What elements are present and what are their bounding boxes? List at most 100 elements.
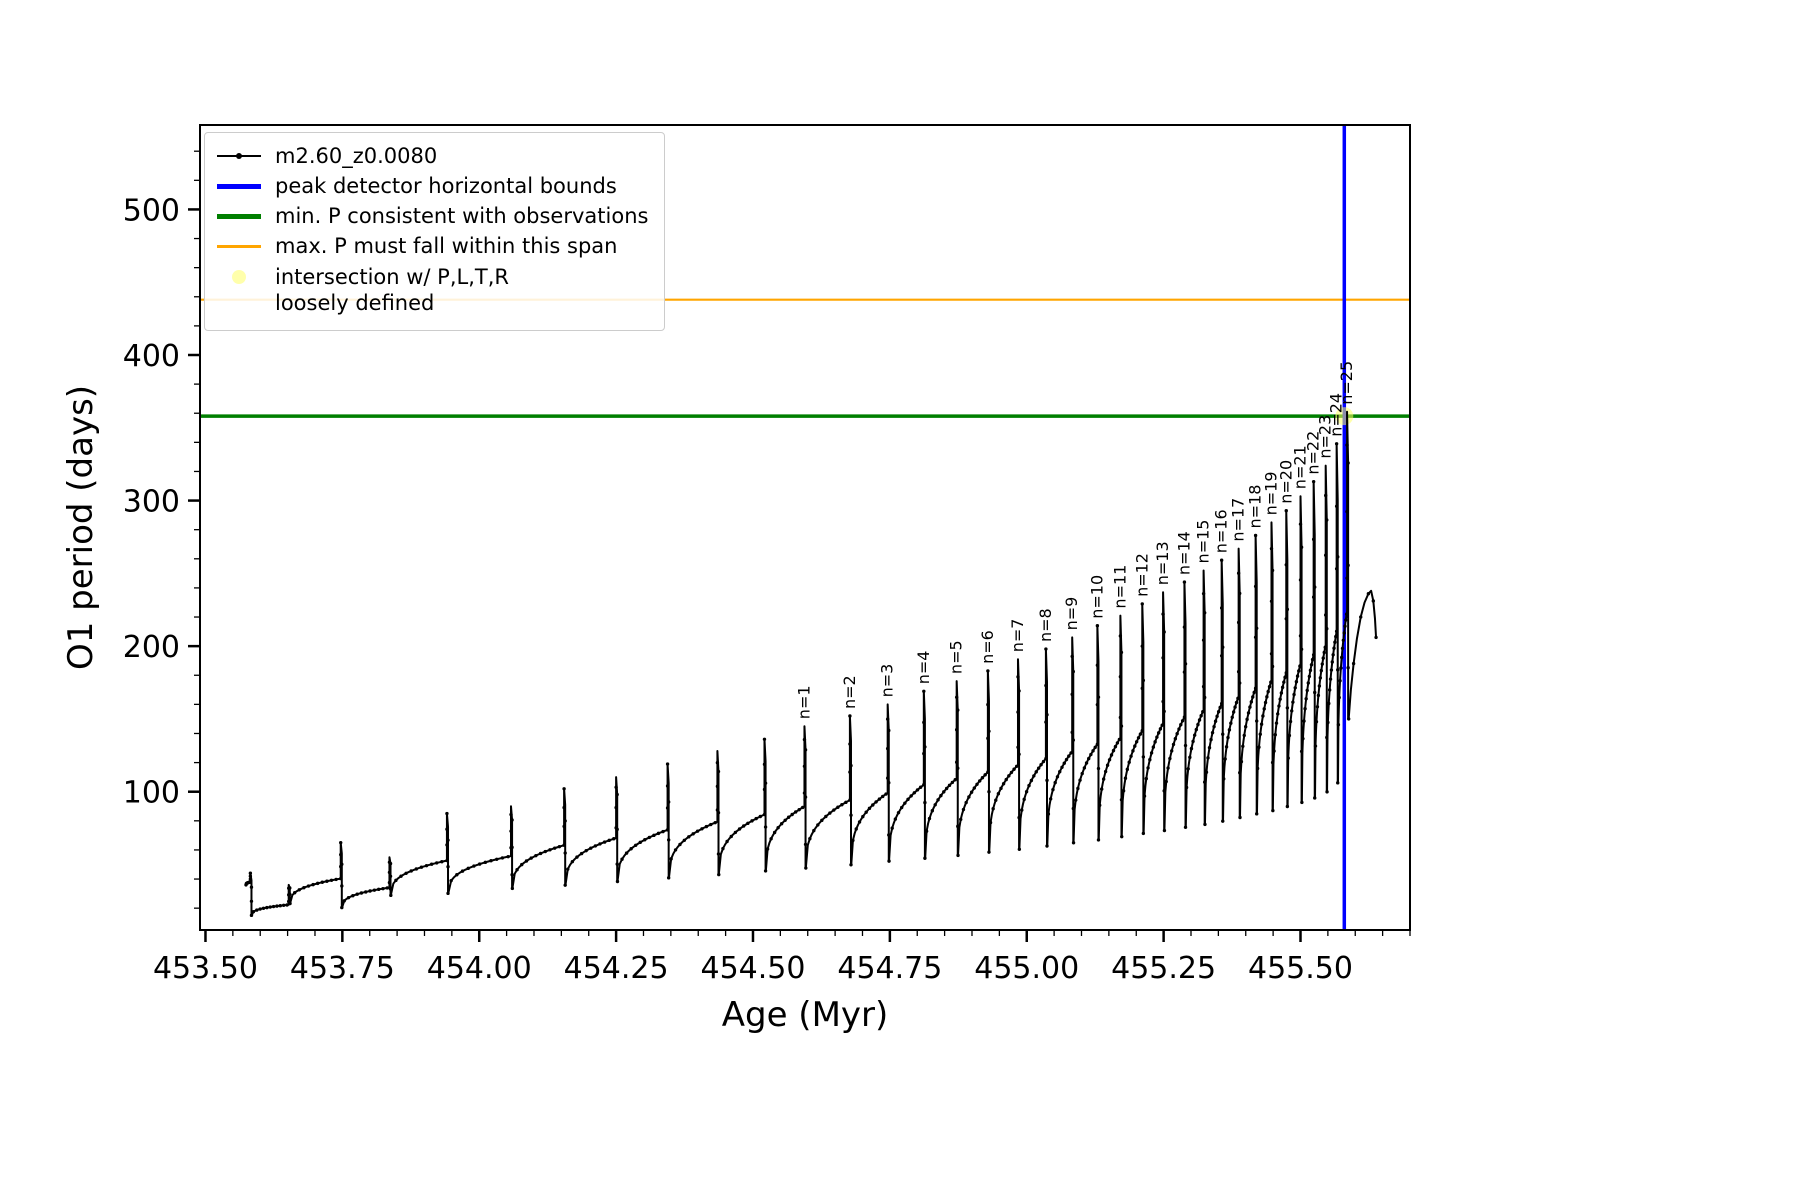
series-marker [297, 888, 301, 892]
series-marker [424, 863, 429, 868]
series-marker [986, 770, 990, 774]
series-marker [1270, 568, 1275, 573]
series-marker [1251, 695, 1255, 699]
series-marker [954, 760, 959, 764]
series-marker [1146, 766, 1150, 770]
series-marker [258, 907, 262, 911]
series-marker [933, 803, 937, 807]
series-marker [1323, 613, 1328, 617]
y-axis-label: O1 period (days) [61, 385, 101, 670]
series-marker [249, 913, 254, 918]
series-marker [1293, 686, 1297, 690]
series-marker [1340, 646, 1345, 651]
series-marker [1309, 663, 1314, 667]
series-marker [351, 894, 355, 898]
series-marker [1341, 638, 1346, 642]
x-tick-label: 453.75 [290, 951, 395, 986]
series-marker [848, 798, 852, 802]
series-marker [388, 861, 393, 866]
series-marker [1234, 700, 1239, 705]
series-marker [1048, 797, 1053, 801]
series-marker [563, 851, 567, 855]
series-marker [1109, 753, 1114, 757]
series-marker [930, 809, 935, 813]
peak-label-n-24: n=24 [1327, 393, 1346, 437]
series-marker [1338, 679, 1342, 683]
series-marker [1298, 522, 1303, 526]
series-marker [643, 838, 647, 842]
series-marker [1299, 545, 1304, 549]
series-marker [1191, 739, 1195, 744]
series-marker [942, 790, 946, 794]
series-marker [1298, 634, 1303, 638]
series-marker [1262, 707, 1266, 711]
legend-item-peak-detector: peak detector horizontal bounds [217, 171, 648, 201]
series-marker [1223, 757, 1227, 761]
series-marker [991, 807, 995, 811]
series-marker [339, 876, 343, 881]
series-marker [1325, 735, 1329, 740]
series-marker [394, 878, 398, 883]
series-marker [647, 835, 652, 840]
peak-label-n-1: n=1 [794, 685, 813, 719]
series-marker [1119, 650, 1124, 655]
series-marker [857, 820, 862, 824]
series-marker [1168, 756, 1172, 761]
series-marker [1196, 722, 1200, 727]
series-marker [1095, 742, 1100, 746]
peak-label-n-13: n=13 [1153, 541, 1172, 585]
series-marker [1080, 771, 1084, 776]
series-marker [288, 901, 292, 906]
series-marker [986, 669, 990, 673]
series-marker [763, 869, 768, 873]
series-marker [1103, 769, 1108, 774]
series-marker [1151, 745, 1156, 749]
series-marker [548, 848, 552, 852]
series-marker [922, 783, 926, 787]
series-marker [368, 889, 372, 893]
series-marker [346, 895, 351, 900]
series-marker [1238, 770, 1242, 775]
series-marker [1227, 728, 1232, 732]
series-marker [1319, 668, 1324, 673]
series-marker [1182, 580, 1187, 584]
series-marker [446, 865, 450, 869]
series-marker [1161, 699, 1165, 704]
series-marker [1210, 730, 1215, 735]
series-marker [793, 810, 798, 814]
series-marker [947, 783, 952, 788]
series-marker [638, 840, 642, 845]
series-marker [953, 778, 957, 782]
series-marker [1105, 763, 1110, 767]
series-marker [615, 792, 619, 797]
series-marker [1180, 719, 1185, 723]
series-marker [1336, 723, 1341, 727]
series-marker [1183, 825, 1188, 829]
series-marker [1241, 744, 1245, 748]
series-marker [614, 785, 618, 789]
series-marker [1299, 749, 1304, 754]
blue-line-swatch [217, 183, 261, 189]
series-marker [1118, 715, 1123, 720]
series-marker [1121, 789, 1126, 793]
series-marker [1258, 732, 1262, 736]
series-marker [899, 805, 904, 810]
series-marker [762, 737, 767, 741]
series-marker [848, 770, 852, 774]
series-marker [1016, 675, 1020, 679]
series-marker [1345, 443, 1349, 447]
series-marker [1266, 689, 1270, 694]
series-marker [1221, 645, 1225, 649]
series-marker [1070, 730, 1074, 735]
series-marker [885, 776, 890, 780]
series-marker [1323, 645, 1327, 650]
series-marker [1078, 778, 1082, 782]
legend-label-min-p: min. P consistent with observations [275, 204, 649, 228]
series-marker [249, 899, 254, 903]
series-marker [944, 786, 949, 791]
series-marker [737, 827, 742, 831]
series-marker [1120, 834, 1124, 839]
series-marker [673, 848, 678, 852]
series-marker [986, 736, 990, 741]
series-marker [1238, 591, 1242, 596]
